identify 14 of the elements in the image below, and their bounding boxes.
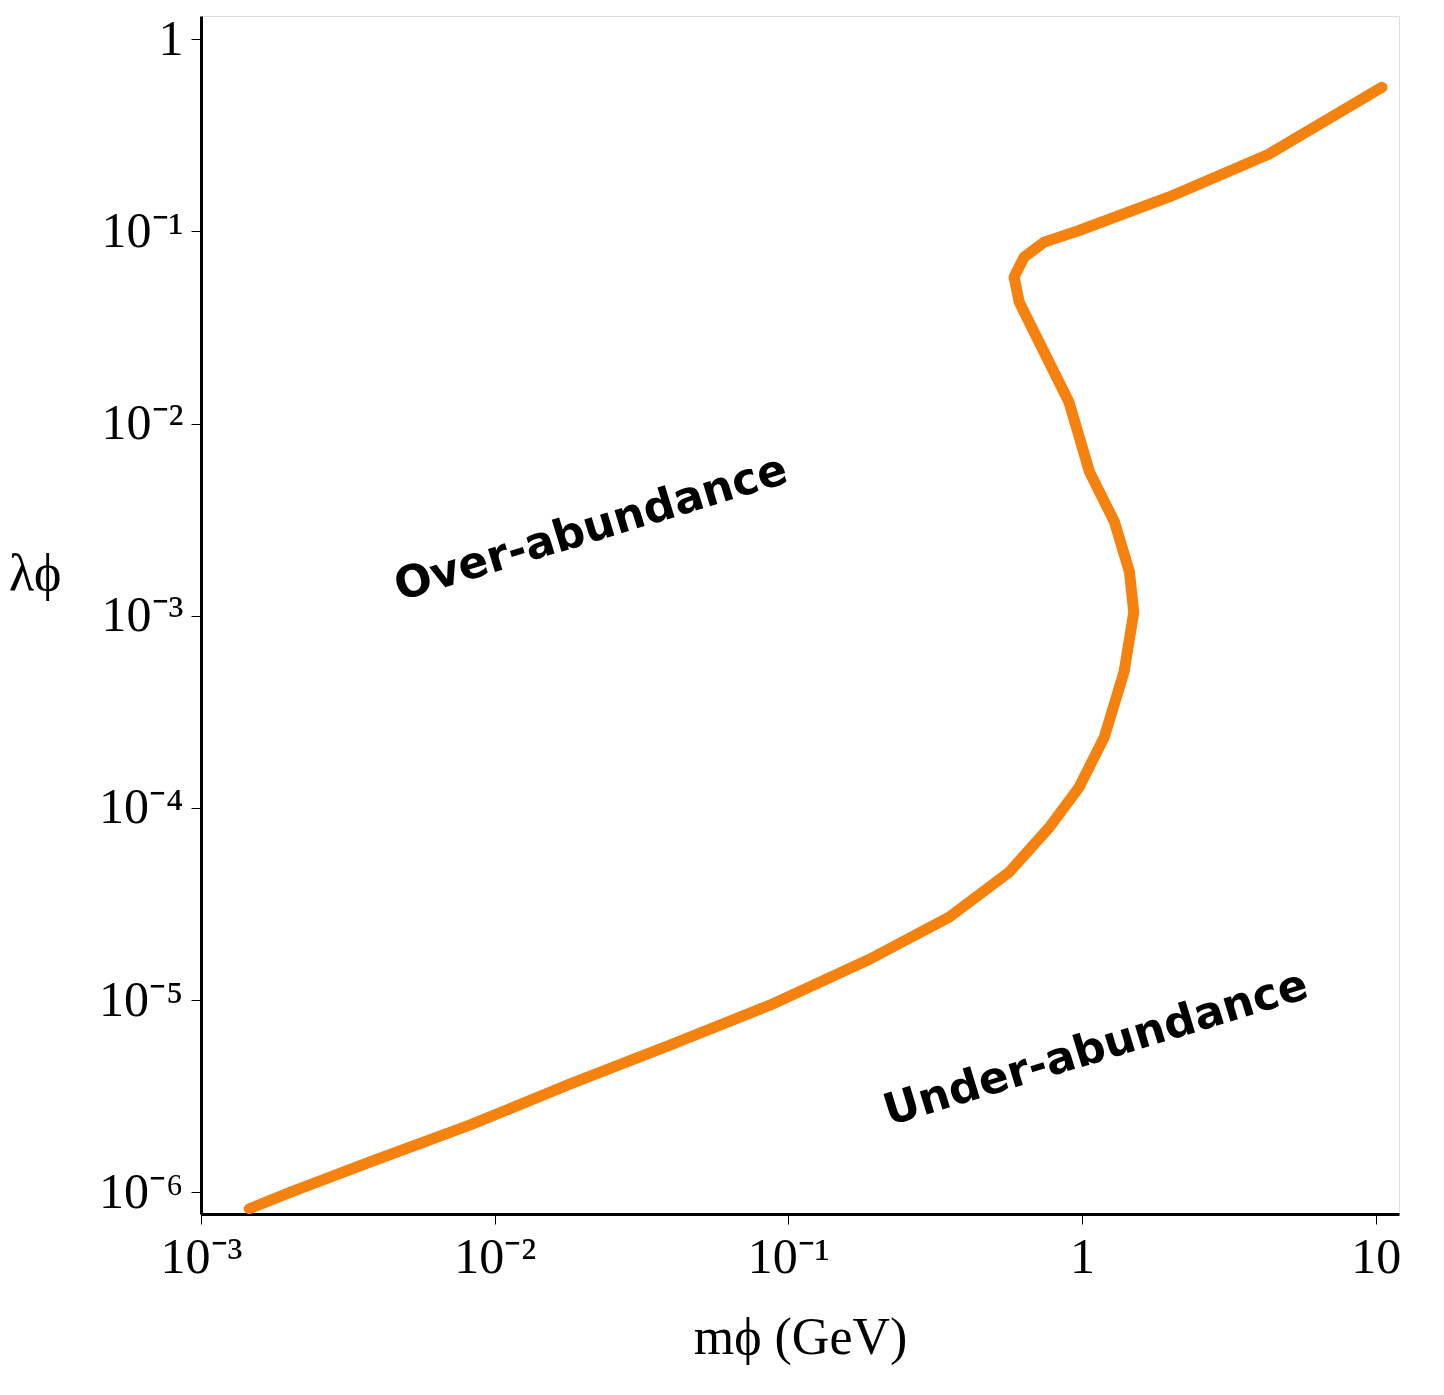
y-tick-label: 10⁻⁴: [99, 778, 184, 835]
x-tick-label: 1: [1070, 1227, 1096, 1284]
y-tick-label: 10⁻¹: [101, 201, 184, 258]
y-tick-label: 10⁻²: [101, 394, 184, 451]
y-axis-title: λϕ: [8, 543, 62, 601]
x-tick-label: 10⁻²: [454, 1227, 537, 1284]
x-axis-title: mϕ (GeV): [693, 1307, 908, 1366]
y-tick-label: 1: [158, 9, 184, 66]
x-tick-label: 10⁻¹: [747, 1227, 830, 1284]
x-tick-label: 10: [1351, 1227, 1402, 1284]
x-tick-label: 10⁻³: [160, 1227, 243, 1284]
y-tick-label: 10⁻⁶: [99, 1162, 184, 1219]
y-tick-label: 10⁻⁵: [99, 970, 184, 1027]
y-tick-label: 10⁻³: [101, 586, 184, 643]
